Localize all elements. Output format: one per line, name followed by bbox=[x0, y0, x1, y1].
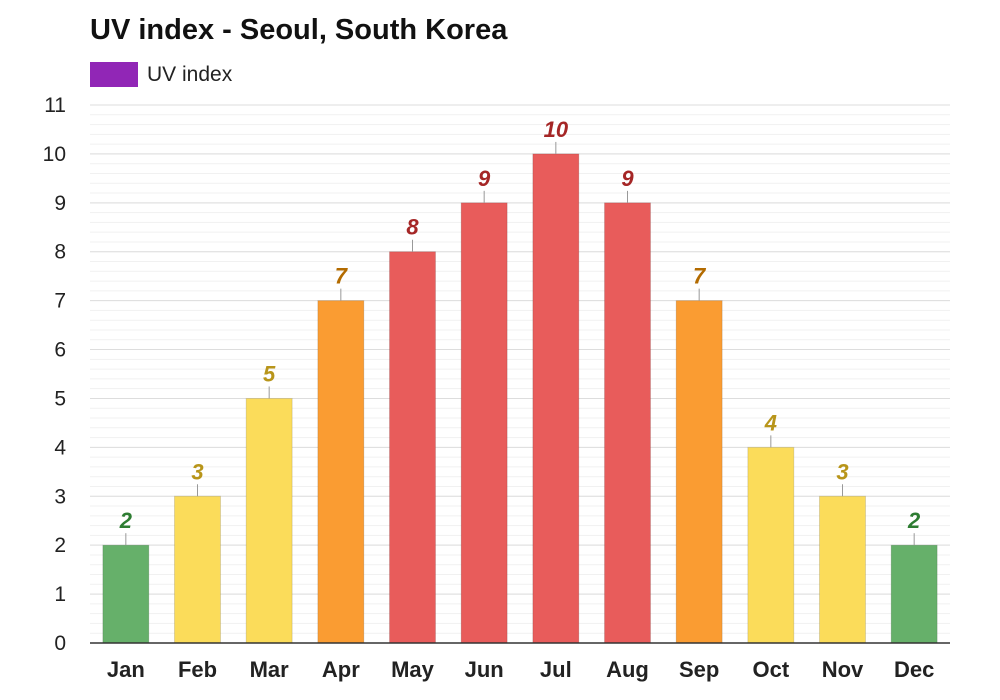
value-label-jan: 2 bbox=[119, 508, 133, 533]
x-tick-label-aug: Aug bbox=[606, 657, 649, 682]
legend-swatch bbox=[90, 62, 138, 87]
grid-lines bbox=[90, 104, 950, 644]
bar-feb bbox=[174, 495, 221, 644]
bar-apr bbox=[317, 300, 365, 644]
y-tick-label: 10 bbox=[43, 143, 66, 166]
y-tick-label: 2 bbox=[54, 534, 66, 557]
value-label-oct: 4 bbox=[764, 410, 777, 435]
x-tick-label-apr: Apr bbox=[322, 657, 360, 682]
y-tick-label: 4 bbox=[54, 436, 66, 459]
y-tick-label: 8 bbox=[54, 241, 66, 264]
bar-aug bbox=[604, 202, 651, 644]
x-tick-label-may: May bbox=[391, 657, 435, 682]
value-label-dec: 2 bbox=[907, 508, 921, 533]
chart-title: UV index - Seoul, South Korea bbox=[90, 14, 508, 46]
bar-jul bbox=[532, 153, 580, 644]
x-tick-label-jan: Jan bbox=[107, 657, 145, 682]
value-label-jun: 9 bbox=[478, 166, 491, 191]
bar-nov bbox=[819, 495, 866, 644]
legend-label: UV index bbox=[147, 62, 233, 86]
value-label-feb: 3 bbox=[191, 459, 203, 484]
bar-may bbox=[389, 251, 436, 644]
bar-oct bbox=[747, 446, 795, 644]
x-tick-label-sep: Sep bbox=[679, 657, 719, 682]
x-tick-label-nov: Nov bbox=[822, 657, 864, 682]
value-label-mar: 5 bbox=[263, 361, 276, 386]
bar-jan bbox=[102, 544, 150, 644]
x-tick-label-oct: Oct bbox=[752, 657, 789, 682]
value-label-aug: 9 bbox=[621, 166, 634, 191]
y-axis-ticks: 0 1 2 3 4 5 6 7 8 9 10 11 bbox=[43, 94, 67, 655]
bar-jun bbox=[460, 202, 508, 644]
legend: UV index bbox=[90, 62, 232, 87]
bar-dec bbox=[890, 544, 938, 644]
value-labels: 2 3 5 7 8 9 10 9 7 4 3 2 bbox=[119, 117, 921, 546]
y-tick-label: 1 bbox=[54, 583, 66, 606]
bar-sep bbox=[675, 300, 723, 644]
x-tick-label-feb: Feb bbox=[178, 657, 217, 682]
x-tick-label-jun: Jun bbox=[465, 657, 504, 682]
y-tick-label: 9 bbox=[54, 192, 66, 215]
value-label-apr: 7 bbox=[335, 264, 349, 289]
y-tick-label: 5 bbox=[54, 387, 66, 410]
value-label-may: 8 bbox=[406, 215, 419, 240]
x-axis-labels: Jan Feb Mar Apr May Jun Jul Aug Sep Oct Nov Dec bbox=[107, 657, 934, 682]
value-label-nov: 3 bbox=[836, 459, 848, 484]
x-tick-label-dec: Dec bbox=[894, 657, 934, 682]
x-tick-label-jul: Jul bbox=[540, 657, 572, 682]
x-tick-label-mar: Mar bbox=[250, 657, 290, 682]
y-tick-label: 7 bbox=[54, 290, 66, 313]
value-label-sep: 7 bbox=[693, 264, 707, 289]
value-label-jul: 10 bbox=[544, 117, 569, 142]
y-tick-label: 0 bbox=[54, 632, 66, 655]
y-tick-label: 6 bbox=[54, 339, 66, 362]
y-tick-label: 11 bbox=[44, 94, 66, 117]
y-tick-label: 3 bbox=[54, 485, 66, 508]
bar-mar bbox=[245, 397, 293, 644]
